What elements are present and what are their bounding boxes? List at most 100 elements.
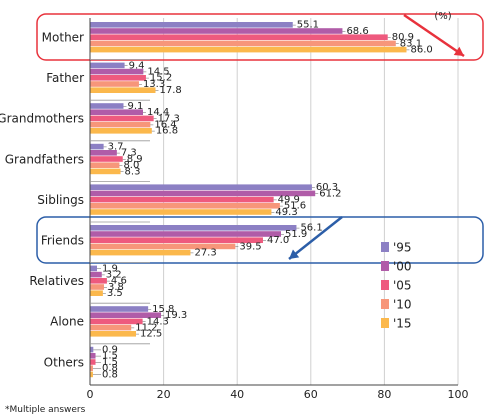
bar	[90, 306, 149, 312]
data-label: 11.2	[135, 323, 157, 334]
bar	[90, 46, 407, 53]
bar	[90, 284, 104, 290]
data-label: 8.9	[127, 154, 143, 165]
category-label: Father	[46, 71, 84, 85]
data-label: 60.3	[316, 182, 338, 193]
data-label: 55.1	[297, 20, 319, 31]
data-label: 17.8	[160, 85, 182, 96]
bar	[90, 81, 139, 87]
data-label: 17.3	[158, 113, 180, 124]
bar	[90, 34, 388, 40]
category-label: Others	[44, 355, 84, 369]
bar	[90, 62, 125, 69]
bar	[90, 115, 154, 122]
data-label: 3.2	[106, 270, 122, 281]
bar	[90, 324, 132, 331]
footnote: *Multiple answers	[5, 405, 86, 415]
bar	[90, 190, 316, 197]
bar	[90, 237, 263, 243]
data-label: 8.0	[123, 160, 139, 171]
category-labels: Mother Father Grandmothers Grandfathers Sibl…	[0, 31, 84, 370]
category-label: Grandfathers	[5, 152, 84, 166]
data-label: 1.5	[102, 357, 118, 368]
bar	[90, 121, 151, 128]
legend-swatch	[381, 280, 389, 290]
bar	[90, 75, 146, 81]
bar	[90, 290, 103, 296]
data-label: 83.1	[400, 38, 422, 49]
category-label: Friends	[41, 234, 84, 248]
data-label: 14.5	[147, 67, 169, 78]
data-label: 27.3	[194, 248, 216, 259]
data-label: 68.6	[346, 26, 368, 37]
bar	[90, 162, 120, 168]
data-label: 51.9	[285, 229, 307, 240]
data-label: 12.5	[140, 329, 162, 340]
x-tick-label: 60	[304, 388, 318, 401]
data-label: 4.6	[111, 276, 127, 287]
data-label: 49.3	[275, 207, 297, 218]
bar	[90, 143, 104, 150]
bar	[90, 203, 280, 209]
data-label: 8.3	[125, 166, 141, 177]
bar	[90, 156, 123, 162]
legend-swatch	[381, 242, 389, 252]
bar	[90, 331, 136, 337]
legend: '95 '00 '05 '10 '15	[381, 241, 412, 331]
bar	[90, 109, 143, 115]
x-tick-label: 100	[448, 388, 469, 401]
trend-arrow-up	[403, 13, 465, 58]
data-label: 16.8	[156, 126, 178, 137]
bar	[90, 150, 117, 156]
legend-label: '15	[393, 317, 412, 331]
legend-swatch	[381, 261, 389, 271]
data-label: 7.3	[121, 148, 137, 159]
bar	[90, 68, 144, 75]
bar	[90, 271, 102, 278]
trend-arrow-down	[288, 216, 343, 260]
bar	[90, 28, 343, 34]
x-tick-label: 0	[87, 388, 94, 401]
data-label: 3.8	[108, 282, 124, 293]
bar	[90, 318, 143, 325]
legend-label: '95	[393, 241, 412, 255]
x-tick-label: 20	[157, 388, 171, 401]
bar	[90, 209, 272, 215]
bar	[90, 243, 236, 250]
data-label: 39.5	[239, 241, 261, 252]
data-label: 15.8	[152, 304, 174, 315]
data-label: 0.9	[102, 345, 118, 356]
data-label: 47.0	[267, 235, 289, 246]
data-label: 1.9	[102, 263, 118, 274]
data-label: 86.0	[410, 45, 432, 56]
data-label: 51.6	[284, 201, 306, 212]
data-label: 15.2	[150, 73, 172, 84]
category-label: Relatives	[29, 274, 84, 288]
data-label: 49.9	[278, 195, 300, 206]
data-label: 3.7	[108, 142, 124, 153]
data-label: 56.1	[300, 223, 322, 234]
category-label: Alone	[50, 315, 84, 329]
bar	[90, 128, 152, 134]
bar	[90, 278, 107, 284]
category-label: Grandmothers	[0, 112, 84, 126]
bars: 55.1 68.6 80.983.186.0 9.414.515.213.317.8 9…	[90, 20, 433, 380]
bar	[90, 312, 162, 318]
bar	[90, 359, 96, 365]
unit-label: (%)	[434, 11, 451, 22]
highlight-box-mother	[36, 13, 484, 61]
bar	[90, 231, 281, 237]
bar	[90, 353, 96, 359]
legend-swatch	[381, 299, 389, 309]
data-label: 0.8	[102, 369, 118, 380]
bar	[90, 184, 312, 190]
bar	[90, 40, 396, 47]
data-label: 61.2	[319, 188, 341, 199]
legend-label: '10	[393, 298, 412, 312]
category-label: Siblings	[37, 193, 84, 207]
bar	[90, 249, 191, 256]
data-label: 14.4	[147, 107, 169, 118]
data-label: 1.5	[102, 351, 118, 362]
bar	[90, 365, 93, 371]
